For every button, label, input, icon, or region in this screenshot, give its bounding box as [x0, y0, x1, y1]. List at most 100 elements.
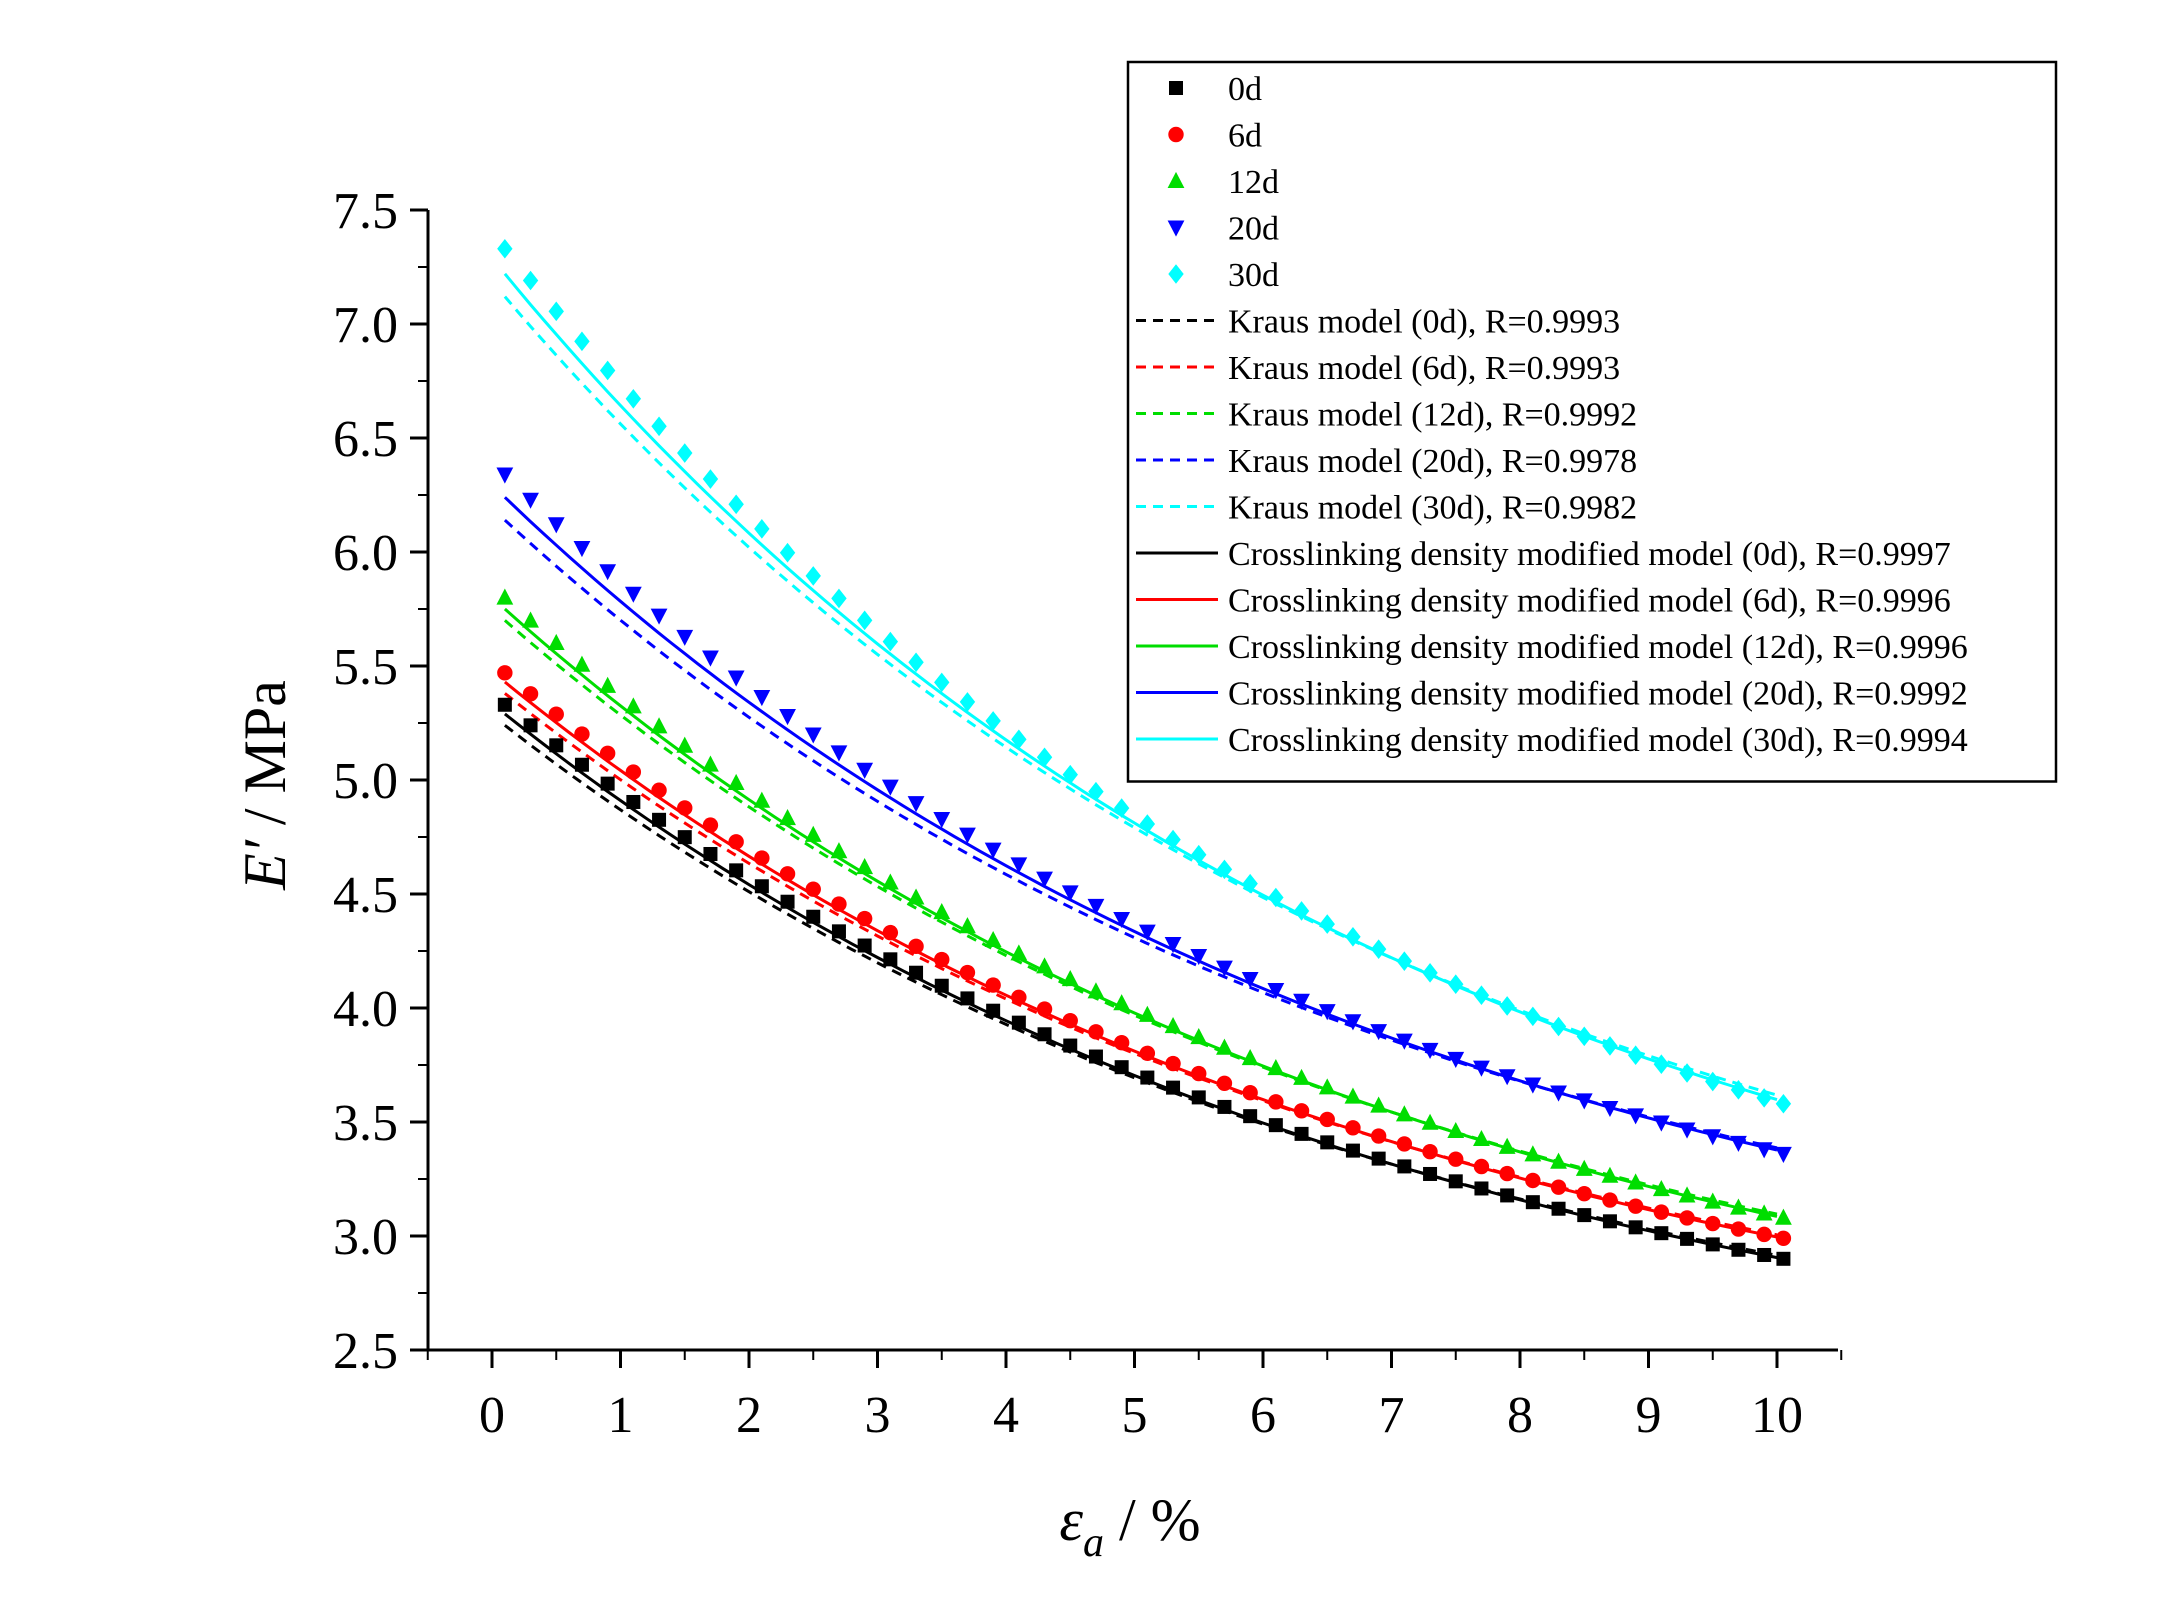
data-point-12d [1550, 1152, 1567, 1169]
legend-marker-12d [1167, 171, 1185, 188]
data-point-12d [881, 873, 899, 890]
data-point-6d [1088, 1024, 1104, 1040]
data-point-30d [985, 711, 1001, 731]
data-point-20d [599, 564, 617, 581]
data-point-6d [1730, 1221, 1747, 1237]
data-point-30d [625, 388, 642, 409]
data-point-6d [1576, 1185, 1592, 1202]
legend-label-fit: Crosslinking density modified model (20d… [1228, 676, 1968, 713]
data-point-6d [779, 866, 796, 882]
legend-label-30d: 30d [1228, 257, 1279, 294]
data-point-20d [1138, 924, 1156, 941]
data-point-0d [1731, 1242, 1746, 1257]
data-point-12d [1447, 1121, 1465, 1139]
data-point-0d [1371, 1151, 1386, 1166]
data-point-30d [1775, 1093, 1792, 1114]
data-point-12d [573, 655, 591, 672]
data-point-0d [1345, 1143, 1360, 1158]
data-point-0d [1037, 1027, 1052, 1042]
data-point-0d [1654, 1226, 1669, 1241]
data-point-30d [1113, 798, 1130, 818]
data-point-20d [830, 745, 848, 762]
data-point-0d [497, 697, 512, 712]
data-point-20d [1061, 885, 1079, 902]
data-point-20d [522, 492, 539, 509]
legend-label-fit: Kraus model (30d), R=0.9982 [1228, 490, 1637, 527]
data-point-0d [1776, 1251, 1791, 1266]
data-point-20d [1113, 911, 1131, 929]
y-tick-label: 3.0 [333, 1209, 398, 1266]
data-point-30d [1602, 1036, 1618, 1056]
data-point-12d [1061, 969, 1079, 987]
data-point-30d [728, 494, 744, 515]
data-point-20d [676, 629, 694, 646]
data-point-20d [856, 762, 874, 779]
data-point-0d [857, 938, 872, 953]
legend-marker-6d [1168, 126, 1184, 143]
data-markers [496, 238, 1792, 1266]
legend-label-20d: 20d [1228, 211, 1279, 248]
data-point-0d [1448, 1174, 1463, 1189]
data-point-12d [1318, 1078, 1336, 1095]
legend-label-fit: Crosslinking density modified model (0d)… [1228, 536, 1951, 573]
legend-label-fit: Crosslinking density modified model (12d… [1228, 629, 1968, 666]
data-point-30d [934, 672, 950, 693]
data-point-6d [1705, 1215, 1721, 1232]
legend-box [1126, 60, 2058, 783]
data-point-6d [831, 896, 847, 912]
data-point-0d [1320, 1135, 1335, 1150]
data-point-30d [1242, 873, 1258, 894]
data-point-30d [1293, 901, 1310, 921]
fit-curve-30d-crosslinking [503, 272, 1778, 1102]
data-point-20d [1293, 993, 1310, 1010]
data-point-12d [907, 888, 925, 905]
data-point-20d [624, 586, 642, 603]
data-point-30d [779, 542, 796, 563]
data-point-6d [1242, 1085, 1258, 1101]
data-point-0d [652, 812, 667, 827]
data-point-30d [522, 270, 539, 291]
series-6d [497, 665, 1792, 1246]
y-tick-label: 7.5 [333, 183, 398, 240]
data-point-6d [1499, 1165, 1515, 1182]
data-point-6d [1550, 1179, 1567, 1195]
data-point-0d [780, 894, 795, 909]
fit-curve-12d-kraus [503, 619, 1778, 1216]
data-point-12d [804, 825, 822, 842]
data-point-30d [1679, 1063, 1695, 1083]
data-point-6d [1139, 1045, 1156, 1062]
data-point-30d [1319, 914, 1335, 934]
data-point-12d [1755, 1204, 1773, 1221]
x-tick-label: 10 [1751, 1387, 1803, 1444]
data-point-6d [1775, 1230, 1792, 1246]
data-point-0d [754, 879, 769, 894]
data-point-12d [830, 842, 848, 859]
legend-label-fit: Crosslinking density modified model (6d)… [1228, 583, 1951, 620]
series-12d [496, 588, 1792, 1225]
data-point-20d [1010, 857, 1028, 874]
data-point-20d [881, 779, 899, 796]
data-point-6d [1036, 1001, 1053, 1017]
data-point-12d [779, 808, 796, 826]
legend-label-fit: Kraus model (20d), R=0.9978 [1228, 443, 1637, 480]
data-point-20d [727, 670, 745, 687]
data-point-6d [1627, 1198, 1644, 1214]
data-point-20d [1395, 1033, 1413, 1050]
data-point-20d [907, 796, 925, 813]
data-point-30d [574, 331, 590, 352]
data-point-12d [1627, 1173, 1645, 1190]
data-point-30d [1011, 729, 1027, 750]
data-point-12d [650, 717, 668, 734]
data-point-6d [1602, 1192, 1618, 1208]
data-point-20d [933, 812, 951, 829]
x-tick-label: 5 [1122, 1387, 1148, 1444]
data-point-0d [1191, 1090, 1206, 1105]
data-point-0d [1243, 1109, 1258, 1124]
data-point-6d [1113, 1035, 1130, 1051]
data-point-0d [703, 846, 718, 861]
data-point-12d [1293, 1068, 1310, 1085]
data-point-20d [573, 541, 591, 558]
data-point-30d [1268, 887, 1284, 908]
data-point-0d [729, 863, 744, 878]
